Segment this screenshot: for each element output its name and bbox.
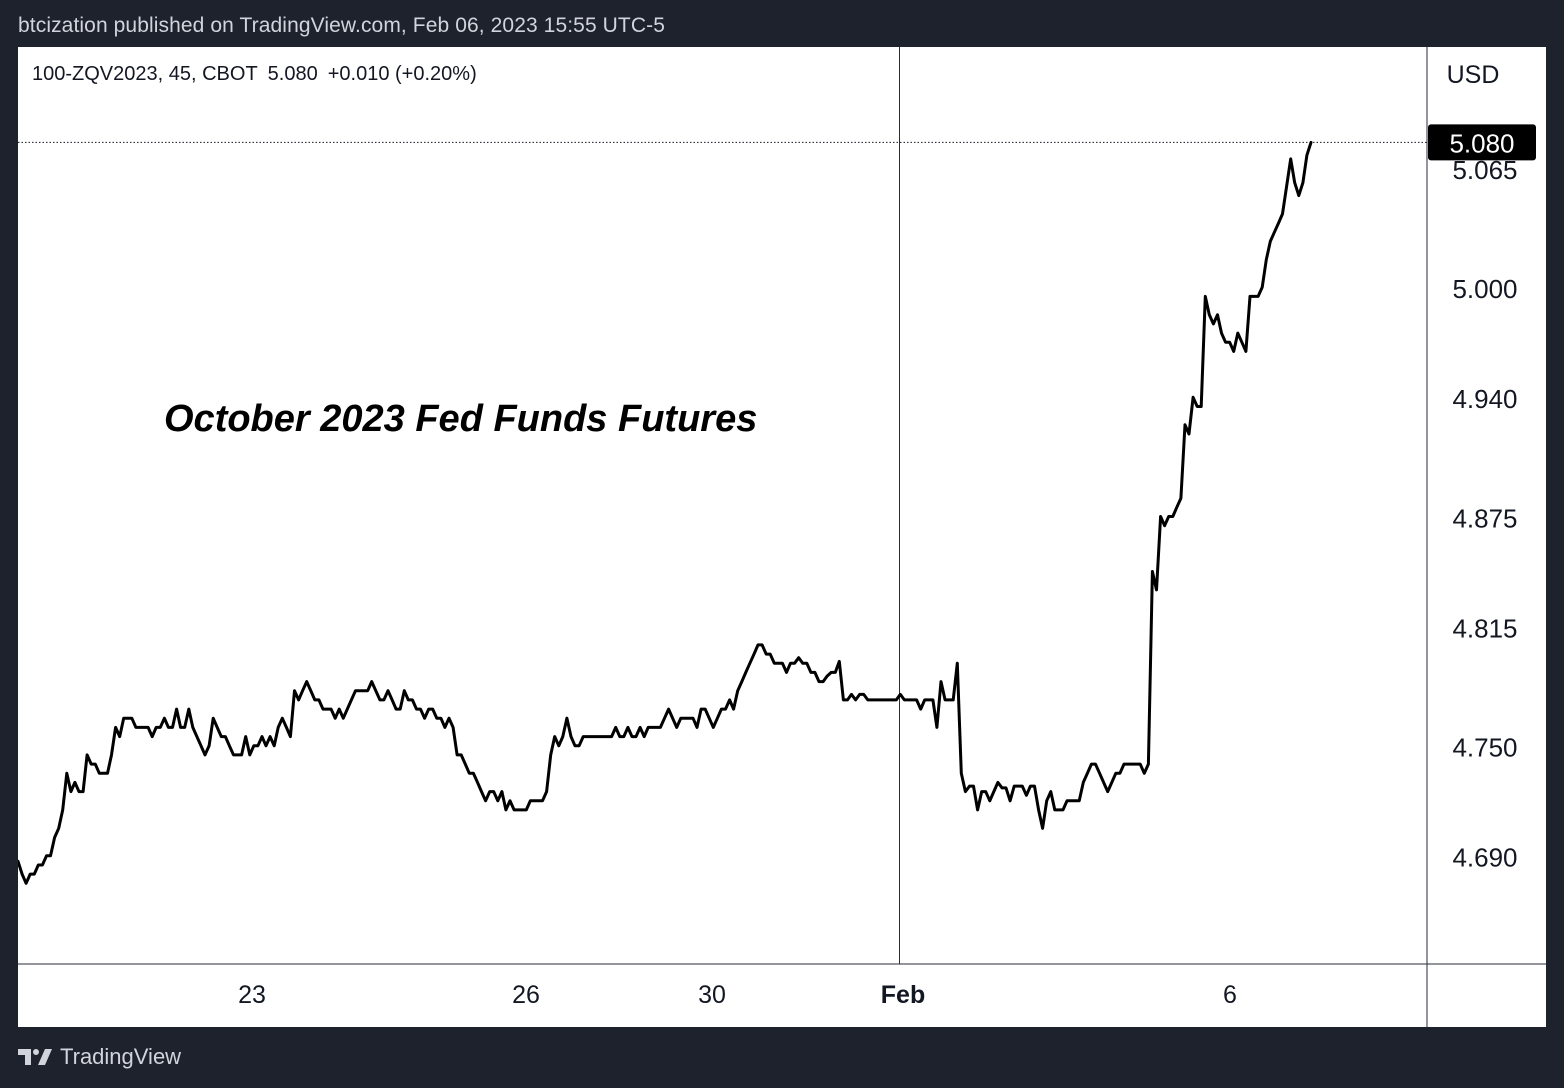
time-tick-label: 23 — [238, 981, 266, 1009]
price-tick-label: 4.815 — [1452, 613, 1517, 643]
time-axis-ticks: 23 26 30 Feb 6 — [238, 981, 1237, 1009]
series-line — [18, 140, 1313, 885]
time-tick-label: Feb — [881, 981, 925, 1009]
last-price-badge-text: 5.080 — [1449, 128, 1514, 158]
time-tick-label: 30 — [698, 981, 726, 1009]
price-tick-label: 5.000 — [1452, 274, 1517, 304]
chart-frame[interactable]: USD October 2023 Fed Funds Futures 5.065… — [18, 47, 1546, 1027]
time-tick-label: 26 — [512, 981, 540, 1009]
symbol-legend: 100-ZQV2023, 45, CBOT 5.080 +0.010 (+0.20%… — [32, 63, 487, 86]
price-change: +0.010 (+0.20%) — [327, 63, 477, 85]
price-tick-label: 4.875 — [1452, 503, 1517, 533]
published-info: btcization published on TradingView.com,… — [18, 14, 665, 37]
tradingview-logo-icon — [18, 1049, 52, 1065]
brand-name: TradingView — [60, 1044, 182, 1069]
time-tick-label: 6 — [1223, 981, 1237, 1009]
symbol-name: 100-ZQV2023, 45, CBOT — [32, 63, 258, 85]
price-tick-label: 4.940 — [1452, 384, 1517, 414]
price-tick-label: 4.750 — [1452, 733, 1517, 763]
last-value: 5.080 — [267, 63, 318, 85]
chart-title: October 2023 Fed Funds Futures — [164, 398, 757, 440]
price-chart[interactable]: USD October 2023 Fed Funds Futures 5.065… — [18, 47, 1546, 1027]
currency-label: USD — [1447, 61, 1500, 89]
last-price-badge-bg — [1428, 124, 1536, 161]
footer: TradingView — [18, 1044, 181, 1070]
price-tick-label: 4.690 — [1452, 843, 1517, 873]
last-price-badge: 5.080 — [1428, 124, 1536, 161]
